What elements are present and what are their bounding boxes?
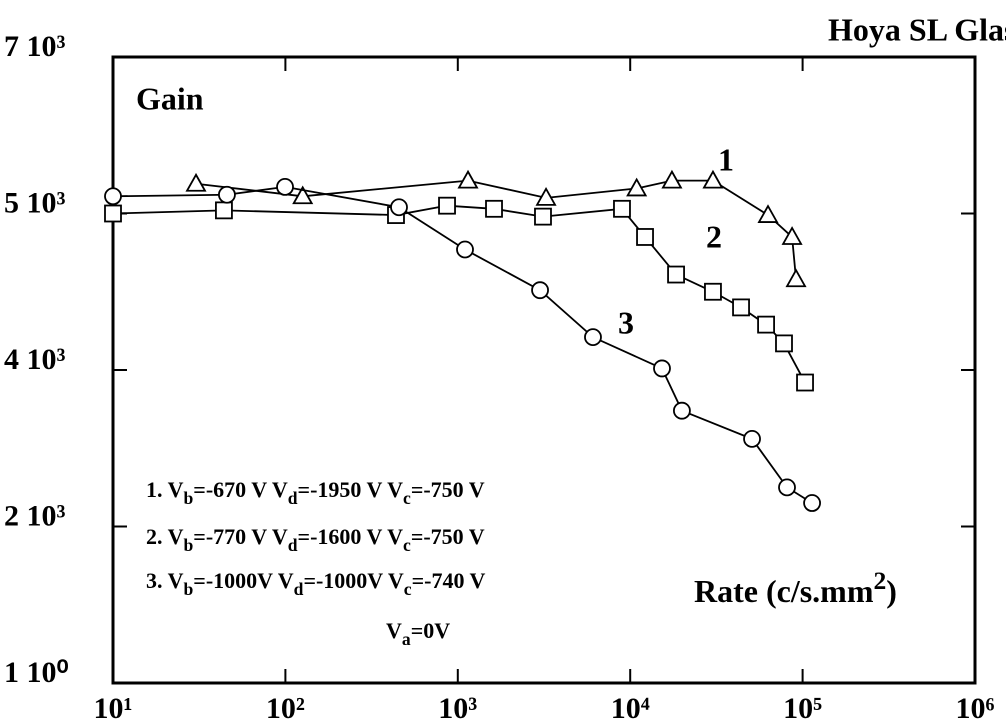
marker [661, 169, 683, 189]
marker [702, 169, 724, 189]
x-axis-label-part: 2 [873, 566, 886, 595]
marker [704, 282, 722, 301]
marker [757, 204, 779, 223]
x-tick-label: 10³ [438, 692, 477, 725]
note-part: d [288, 535, 298, 555]
x-tick-label: 10¹ [94, 692, 133, 725]
marker [535, 187, 557, 206]
marker [757, 315, 775, 334]
marker [732, 298, 750, 317]
series-line [195, 179, 797, 280]
x-tick-label: 10⁶ [956, 692, 995, 725]
marker [104, 187, 122, 206]
note-part: 2. V [146, 524, 184, 549]
note-part: =-1600 V V [298, 524, 404, 549]
series-line [112, 185, 813, 504]
note-part: 3. V [146, 568, 184, 593]
note-part: d [288, 488, 298, 508]
note-part: =-770 V V [193, 524, 288, 549]
note: 1. Vb=-670 V Vd=-1950 V Vc=-750 V [146, 477, 485, 508]
series-line [112, 204, 806, 383]
marker [584, 328, 602, 347]
note-part: =-1950 V V [298, 477, 404, 502]
note-part: =-1000V V [193, 568, 293, 593]
marker [781, 226, 803, 245]
series-label: 3 [618, 304, 634, 340]
marker [218, 185, 236, 204]
marker [785, 268, 807, 288]
y-tick-label: 7 10³ [4, 30, 66, 63]
marker [485, 199, 503, 218]
marker [778, 478, 796, 497]
marker [457, 169, 479, 189]
marker [438, 196, 456, 215]
marker [456, 240, 474, 259]
marker [292, 185, 314, 205]
marker [803, 494, 821, 512]
series-label: 1 [718, 141, 734, 177]
note: 2. Vb=-770 V Vd=-1600 V Vc=-750 V [146, 524, 485, 555]
note-part: a [402, 629, 411, 649]
marker [743, 429, 761, 448]
y-tick-label: 4 10³ [4, 343, 66, 376]
marker [626, 177, 648, 197]
y-tick-label: 1 10⁰ [4, 656, 69, 689]
note-part: =0V [411, 618, 451, 643]
note-part: =-750 V [411, 524, 485, 549]
note-part: =-740 V [412, 568, 486, 593]
marker [653, 359, 671, 378]
x-axis-label-part: Rate (c/s.mm [694, 573, 874, 609]
marker [390, 198, 408, 217]
x-tick-label: 10⁴ [611, 692, 650, 725]
marker [104, 204, 122, 223]
note-part: c [403, 535, 411, 555]
marker [775, 334, 793, 353]
y-tick-label: 2 10³ [4, 499, 66, 532]
note-part: c [403, 488, 411, 508]
marker [215, 201, 233, 220]
note-part: =-670 V V [193, 477, 288, 502]
marker [636, 228, 654, 246]
marker [613, 199, 631, 218]
note: 3. Vb=-1000V Vd=-1000V Vc=-740 V [146, 568, 486, 599]
y-axis-label: Gain [136, 80, 204, 116]
x-tick-label: 10² [266, 692, 305, 725]
marker [667, 265, 685, 284]
chart-title: Hoya SL Glass [828, 11, 1006, 47]
note-part: b [184, 488, 194, 508]
x-axis-label: Rate (c/s.mm2) [694, 566, 897, 609]
x-axis-label-part: ) [886, 573, 897, 609]
marker [185, 172, 207, 192]
marker [796, 373, 814, 392]
note-part: V [386, 618, 402, 643]
note-part: =-750 V [411, 477, 485, 502]
x-tick-label: 10⁵ [783, 692, 822, 725]
marker [531, 281, 549, 300]
marker [673, 401, 691, 420]
note-part: 1. V [146, 477, 184, 502]
y-tick-label: 5 10³ [4, 186, 66, 219]
note-part: b [184, 579, 194, 599]
note-part: c [404, 579, 412, 599]
marker [276, 177, 294, 196]
note: Va=0V [386, 618, 450, 649]
marker [534, 207, 552, 226]
note-part: d [294, 579, 304, 599]
series-label: 2 [706, 218, 722, 254]
note-part: =-1000V V [303, 568, 403, 593]
note-part: b [184, 535, 194, 555]
